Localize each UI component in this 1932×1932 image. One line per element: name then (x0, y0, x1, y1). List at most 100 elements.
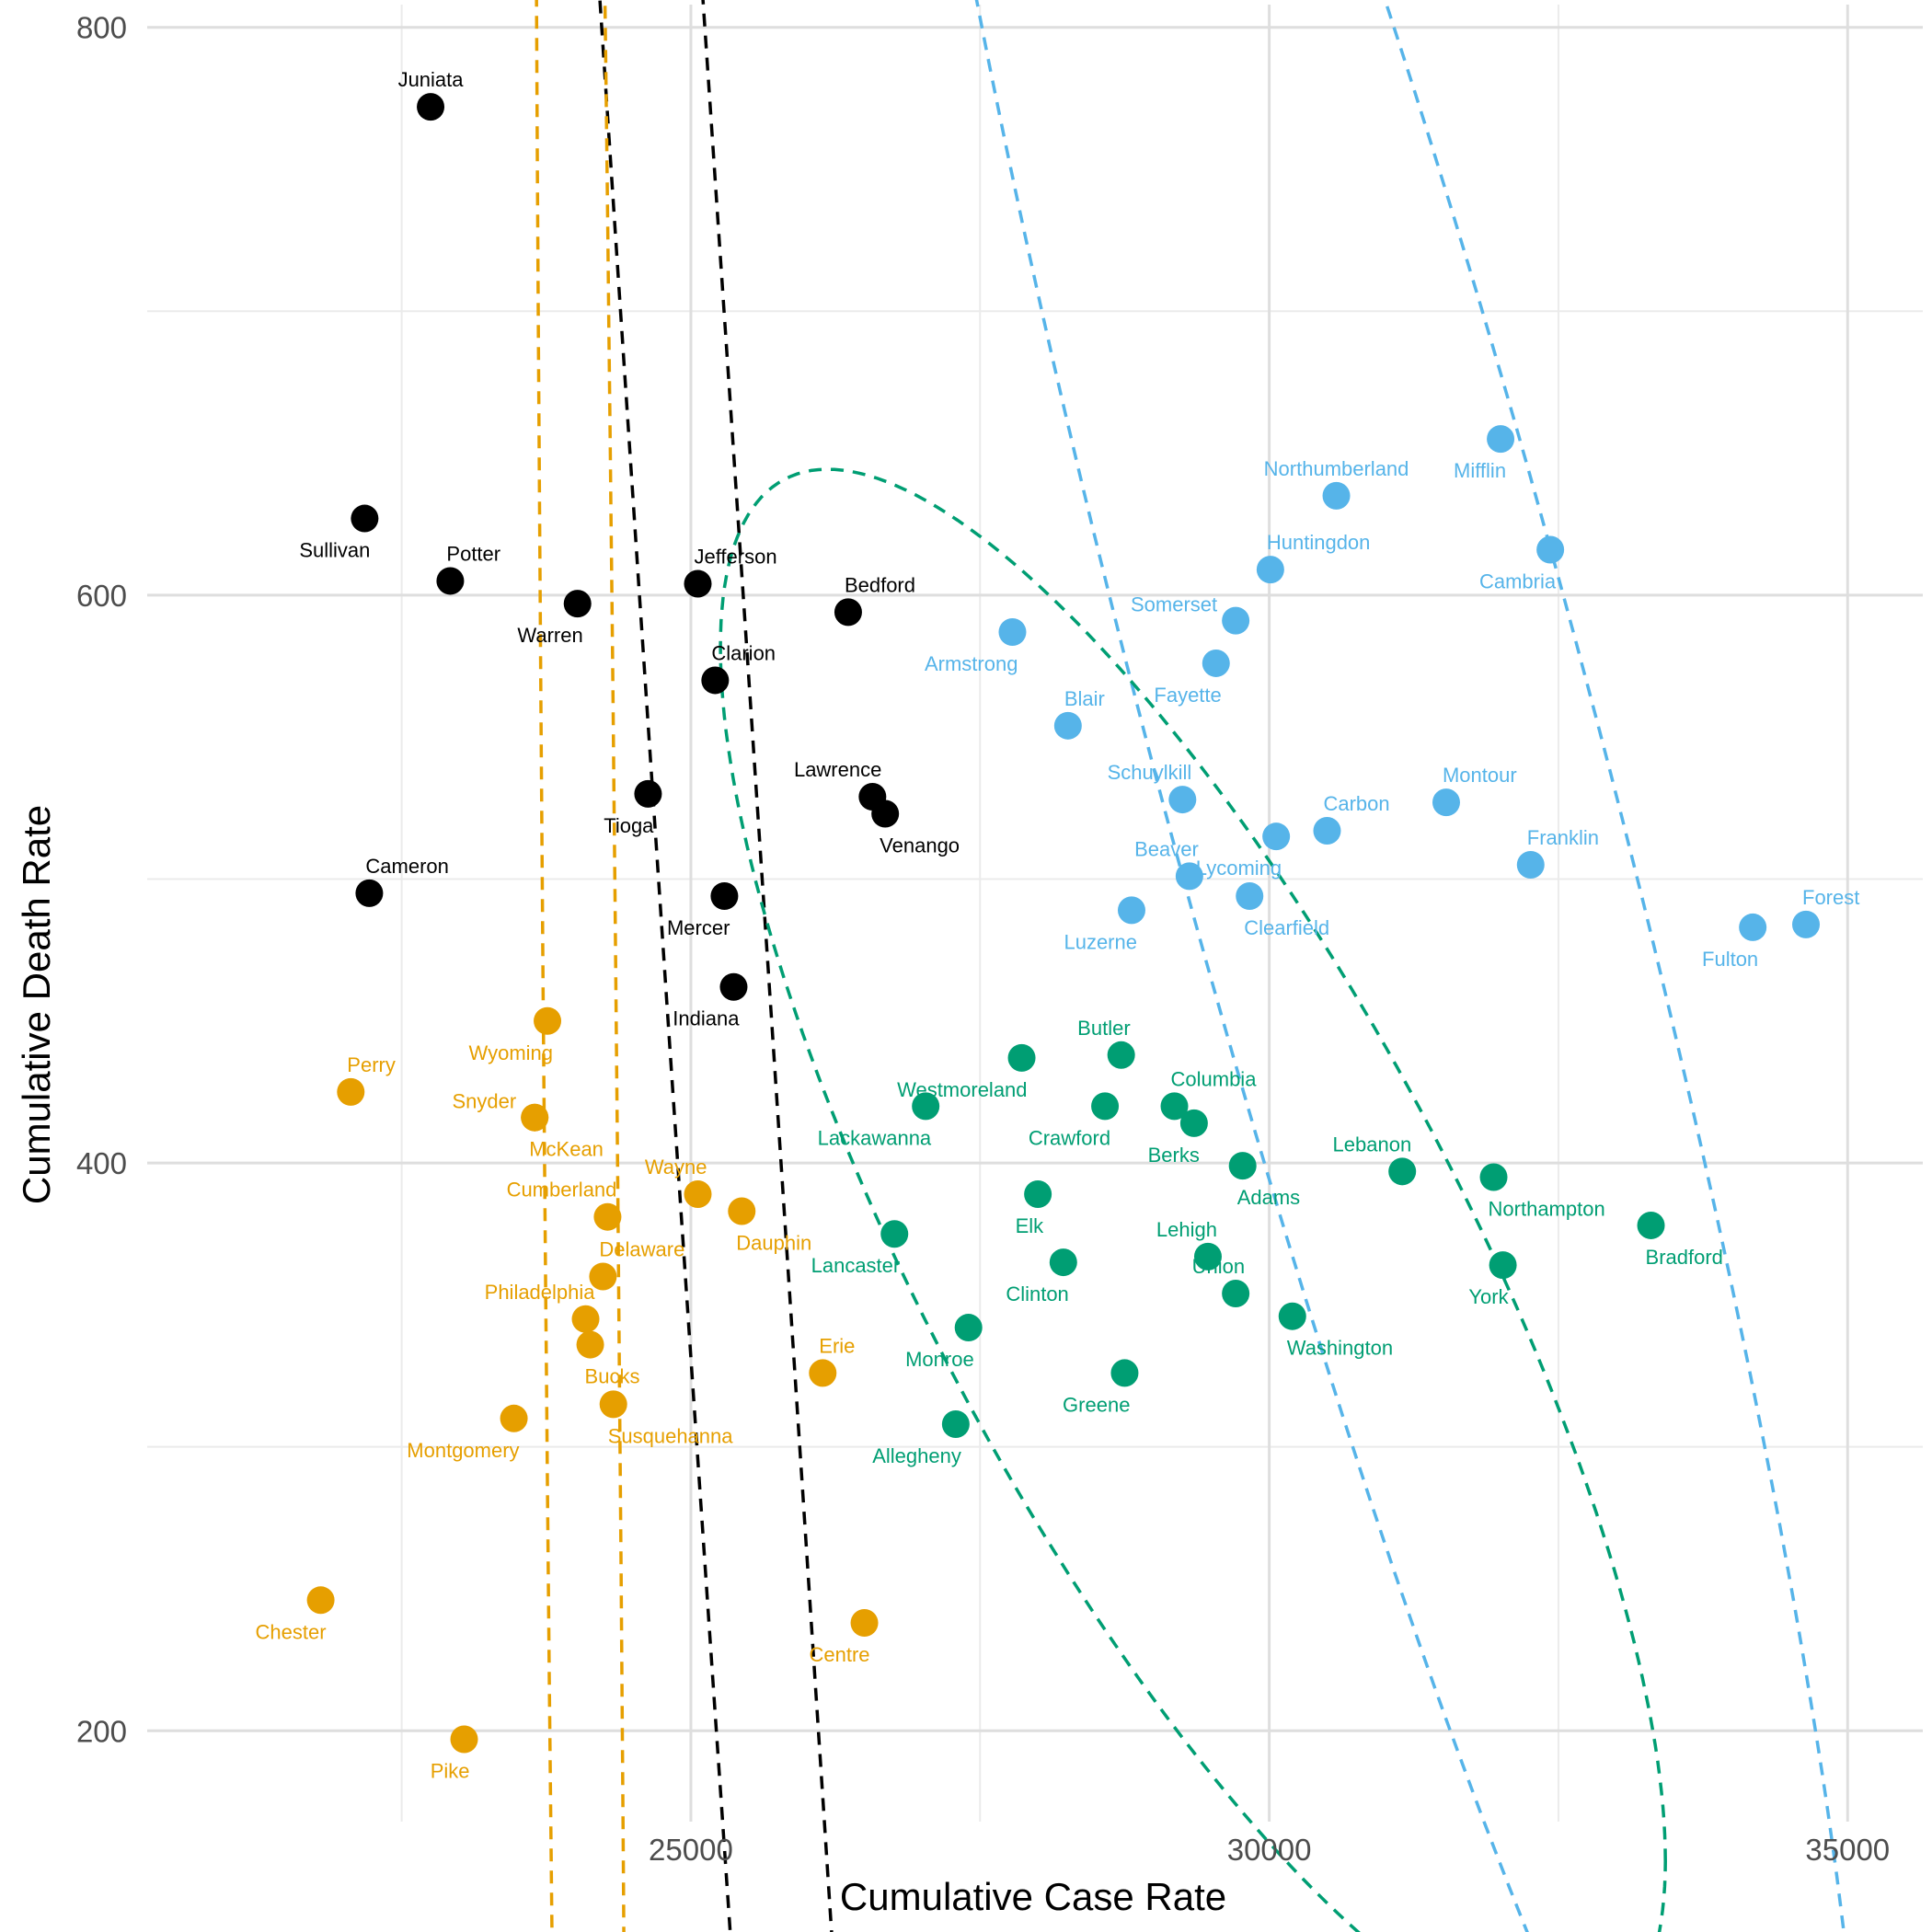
point-label: Chester (256, 1620, 327, 1643)
point-labels: Juniata Sullivan Potter Warren Jefferson Bedf… (256, 68, 1860, 1782)
data-point (337, 1077, 365, 1106)
data-point (880, 1220, 909, 1248)
data-point (1168, 786, 1197, 814)
data-point (436, 567, 465, 595)
grid-lines (147, 5, 1923, 1822)
data-point (1110, 1359, 1139, 1387)
point-label: Cumberland (507, 1179, 617, 1202)
data-point (912, 1092, 940, 1121)
y-tick-label: 200 (76, 1714, 127, 1748)
point-label: Venango (880, 834, 960, 857)
data-point (1175, 862, 1203, 891)
data-point (1278, 1302, 1306, 1330)
data-point (1049, 1248, 1077, 1277)
point-label: Lancaster (811, 1254, 901, 1277)
point-label: Perry (347, 1053, 396, 1076)
point-label: Cameron (365, 855, 448, 878)
data-point (1222, 1280, 1250, 1308)
point-label: Butler (1077, 1017, 1130, 1040)
data-point (684, 569, 712, 598)
point-label: Tioga (604, 814, 654, 837)
point-label: Fulton (1702, 948, 1758, 971)
point-label: Union (1192, 1255, 1245, 1278)
point-label: Forest (1802, 886, 1859, 909)
data-point (1792, 910, 1821, 938)
data-point (719, 972, 748, 1001)
data-point (1313, 817, 1341, 845)
data-point (1256, 556, 1284, 584)
data-point (534, 1006, 562, 1035)
point-label: Luzerne (1064, 930, 1137, 953)
tick-labels: 25000 30000 35000 200 400 600 800 (76, 11, 1890, 1867)
data-point (417, 93, 445, 121)
data-point (1107, 1041, 1135, 1069)
data-point (351, 504, 379, 533)
point-label: Erie (819, 1334, 855, 1357)
y-tick-label: 400 (76, 1146, 127, 1180)
point-label: Monroe (905, 1348, 974, 1371)
point-label: Dauphin (736, 1232, 811, 1255)
data-point (450, 1725, 478, 1754)
point-label: Pike (431, 1760, 470, 1783)
data-point (1053, 711, 1082, 740)
data-point (809, 1359, 837, 1387)
point-label: Crawford (1029, 1126, 1110, 1149)
data-point (593, 1202, 622, 1231)
data-point (684, 1180, 712, 1209)
data-point (599, 1390, 627, 1419)
data-point (500, 1404, 528, 1432)
data-point (1007, 1043, 1036, 1072)
point-label: Bucks (585, 1365, 640, 1388)
data-point (1222, 606, 1250, 635)
data-point (954, 1314, 983, 1342)
data-point (1228, 1152, 1257, 1180)
data-point (1091, 1092, 1120, 1121)
point-label: Jefferson (694, 546, 776, 569)
data-point (1322, 481, 1351, 510)
cluster-ellipse (974, 0, 1846, 1932)
point-label: Mifflin (1454, 459, 1506, 482)
data-point (1489, 1251, 1517, 1280)
point-label: Carbon (1323, 792, 1389, 815)
point-label: Fayette (1154, 684, 1221, 707)
point-label: Lawrence (794, 758, 881, 781)
data-point (1117, 896, 1145, 925)
point-label: Wyoming (469, 1041, 554, 1064)
point-label: Potter (446, 542, 500, 565)
data-point (1516, 851, 1545, 880)
point-label: Allegheny (872, 1444, 961, 1467)
point-label: Bradford (1646, 1246, 1723, 1269)
data-point (1739, 913, 1767, 941)
x-axis-title: Cumulative Case Rate (840, 1875, 1226, 1918)
data-point (710, 881, 739, 910)
data-point (1193, 1242, 1222, 1271)
point-label: Schuylkill (1108, 761, 1192, 784)
point-label: Lackawanna (818, 1126, 932, 1149)
point-label: Clinton (1006, 1282, 1068, 1305)
point-label: Lehigh (1156, 1218, 1217, 1241)
data-point (1179, 1109, 1208, 1137)
data-point (998, 617, 1027, 646)
data-point (1432, 788, 1460, 817)
point-label: Blair (1064, 687, 1105, 710)
data-point (701, 666, 730, 695)
data-point (634, 779, 662, 808)
point-label: Beaver (1134, 837, 1199, 860)
point-label: Philadelphia (485, 1281, 596, 1304)
data-point (355, 879, 384, 907)
point-label: Elk (1016, 1214, 1045, 1237)
data-points (306, 93, 1821, 1754)
data-point (1160, 1092, 1189, 1121)
point-label: Bedford (845, 573, 915, 596)
data-point (834, 598, 862, 627)
x-tick-label: 25000 (649, 1833, 733, 1867)
point-label: Snyder (452, 1090, 516, 1113)
data-point (563, 590, 592, 618)
point-label: Adams (1237, 1186, 1300, 1209)
data-point (1479, 1163, 1508, 1191)
point-label: Indiana (673, 1007, 740, 1030)
cluster-ellipses (535, 0, 1846, 1932)
cluster-ellipse (719, 467, 1667, 1932)
x-tick-label: 35000 (1805, 1833, 1890, 1867)
